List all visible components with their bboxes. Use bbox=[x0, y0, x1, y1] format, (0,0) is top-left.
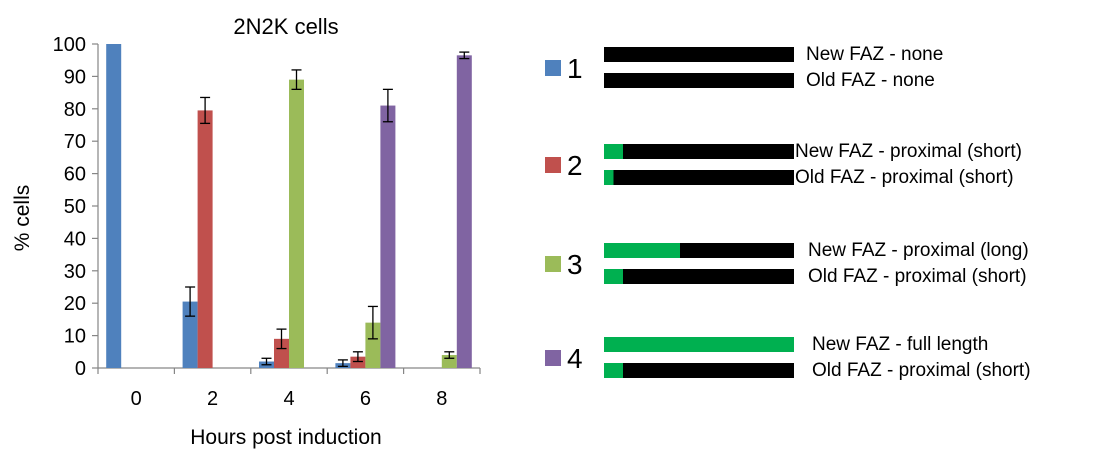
y-tick-label: 80 bbox=[64, 99, 86, 121]
chart-title: 2N2K cells bbox=[233, 14, 338, 39]
new-faz-label: New FAZ - proximal (long) bbox=[808, 240, 1029, 261]
bar bbox=[365, 322, 381, 368]
bar bbox=[289, 79, 304, 368]
y-tick-label: 50 bbox=[64, 196, 86, 218]
legend-number: 2 bbox=[567, 150, 583, 181]
legend-swatch bbox=[545, 350, 561, 366]
bar bbox=[380, 105, 396, 368]
x-axis-label: Hours post induction bbox=[190, 426, 381, 449]
bar bbox=[274, 338, 289, 368]
legend-swatch bbox=[545, 60, 561, 76]
x-tick-label: 8 bbox=[436, 388, 447, 410]
old-faz-black bbox=[623, 269, 794, 284]
old-faz-black bbox=[613, 170, 794, 185]
legend-swatch bbox=[545, 256, 561, 272]
bar bbox=[350, 356, 366, 368]
new-faz-label: New FAZ - full length bbox=[812, 334, 988, 355]
y-tick-label: 60 bbox=[64, 164, 86, 186]
bar bbox=[182, 301, 198, 368]
x-tick-label: 4 bbox=[283, 388, 294, 410]
y-tick-label: 30 bbox=[64, 261, 86, 283]
new-faz-black bbox=[604, 47, 794, 62]
x-tick-label: 0 bbox=[131, 388, 142, 410]
old-faz-black bbox=[604, 73, 794, 88]
bar bbox=[456, 55, 472, 369]
y-tick-label: 20 bbox=[64, 293, 86, 315]
y-axis-label: % cells bbox=[11, 185, 34, 252]
old-faz-black bbox=[623, 363, 794, 378]
new-faz-label: New FAZ - none bbox=[806, 44, 943, 65]
bar bbox=[197, 110, 213, 369]
old-faz-green bbox=[604, 269, 623, 284]
new-faz-green bbox=[604, 337, 794, 352]
y-tick-label: 40 bbox=[64, 228, 86, 250]
legend: 1 New FAZ - none Old FAZ - none 2 New FAZ - … bbox=[545, 44, 1031, 381]
old-faz-label: Old FAZ - proximal (short) bbox=[808, 266, 1027, 287]
legend-swatch bbox=[545, 157, 561, 173]
new-faz-black bbox=[623, 144, 794, 159]
old-faz-label: Old FAZ - proximal (short) bbox=[812, 360, 1031, 381]
y-axis: 0 10 20 30 40 50 60 70 80 90 100 bbox=[53, 34, 99, 380]
y-tick-label: 0 bbox=[75, 358, 86, 380]
y-tick-label: 100 bbox=[53, 34, 86, 56]
new-faz-label: New FAZ - proximal (short) bbox=[795, 141, 1022, 162]
x-axis: 0 2 4 6 8 bbox=[97, 367, 481, 410]
legend-number: 4 bbox=[567, 343, 583, 374]
x-tick-label: 6 bbox=[360, 388, 371, 410]
bar bbox=[106, 44, 122, 368]
y-tick-label: 10 bbox=[64, 326, 86, 348]
old-faz-green bbox=[604, 170, 614, 185]
new-faz-green bbox=[604, 243, 680, 258]
legend-number: 3 bbox=[567, 249, 583, 280]
error-bars bbox=[185, 51, 470, 368]
old-faz-label: Old FAZ - none bbox=[806, 70, 935, 91]
x-tick-label: 2 bbox=[207, 388, 218, 410]
y-tick-label: 70 bbox=[64, 131, 86, 153]
bars bbox=[106, 44, 472, 369]
y-tick-label: 90 bbox=[64, 66, 86, 88]
old-faz-label: Old FAZ - proximal (short) bbox=[795, 167, 1014, 188]
old-faz-green bbox=[604, 363, 623, 378]
legend-number: 1 bbox=[567, 53, 583, 84]
new-faz-black bbox=[680, 243, 794, 258]
new-faz-green bbox=[604, 144, 623, 159]
